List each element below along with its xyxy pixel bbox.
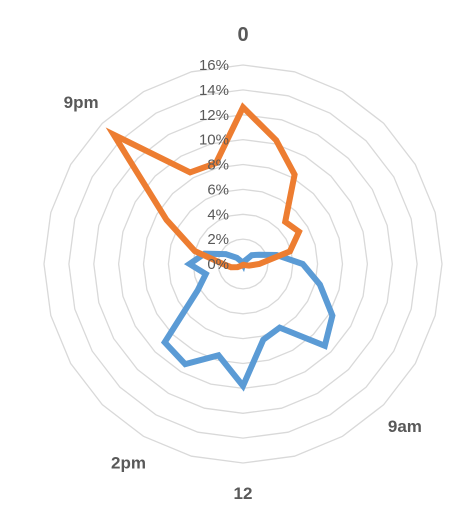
radial-tick-label: 8% [207, 157, 229, 174]
radial-tick-label: 0% [207, 256, 229, 273]
grid-ring [43, 64, 443, 464]
series-line-2 [105, 102, 303, 271]
radial-tick-labels: 0% 2% 4% 6% 8% 10% 12% 14% 16% [199, 57, 229, 273]
series-line-1 [160, 250, 336, 392]
grid-ring [167, 188, 319, 340]
radial-tick-label: 16% [199, 57, 229, 74]
category-label: 2pm [111, 453, 146, 472]
grid-ring [142, 163, 344, 365]
category-labels: 0 9am 12 2pm 9pm [64, 24, 422, 503]
category-label: 0 [237, 24, 248, 46]
radial-tick-label: 2% [207, 231, 229, 248]
radial-tick-label: 14% [199, 82, 229, 99]
radial-tick-label: 12% [199, 107, 229, 124]
grid-ring [192, 213, 294, 315]
grid-ring [93, 114, 393, 414]
category-label: 9am [388, 417, 422, 436]
grid-ring [68, 89, 418, 439]
category-label: 12 [234, 484, 253, 503]
radar-series [105, 102, 336, 392]
category-label: 9pm [64, 93, 99, 112]
radial-tick-label: 6% [207, 181, 229, 198]
radial-tick-label: 10% [199, 132, 229, 149]
radial-tick-label: 4% [207, 206, 229, 223]
